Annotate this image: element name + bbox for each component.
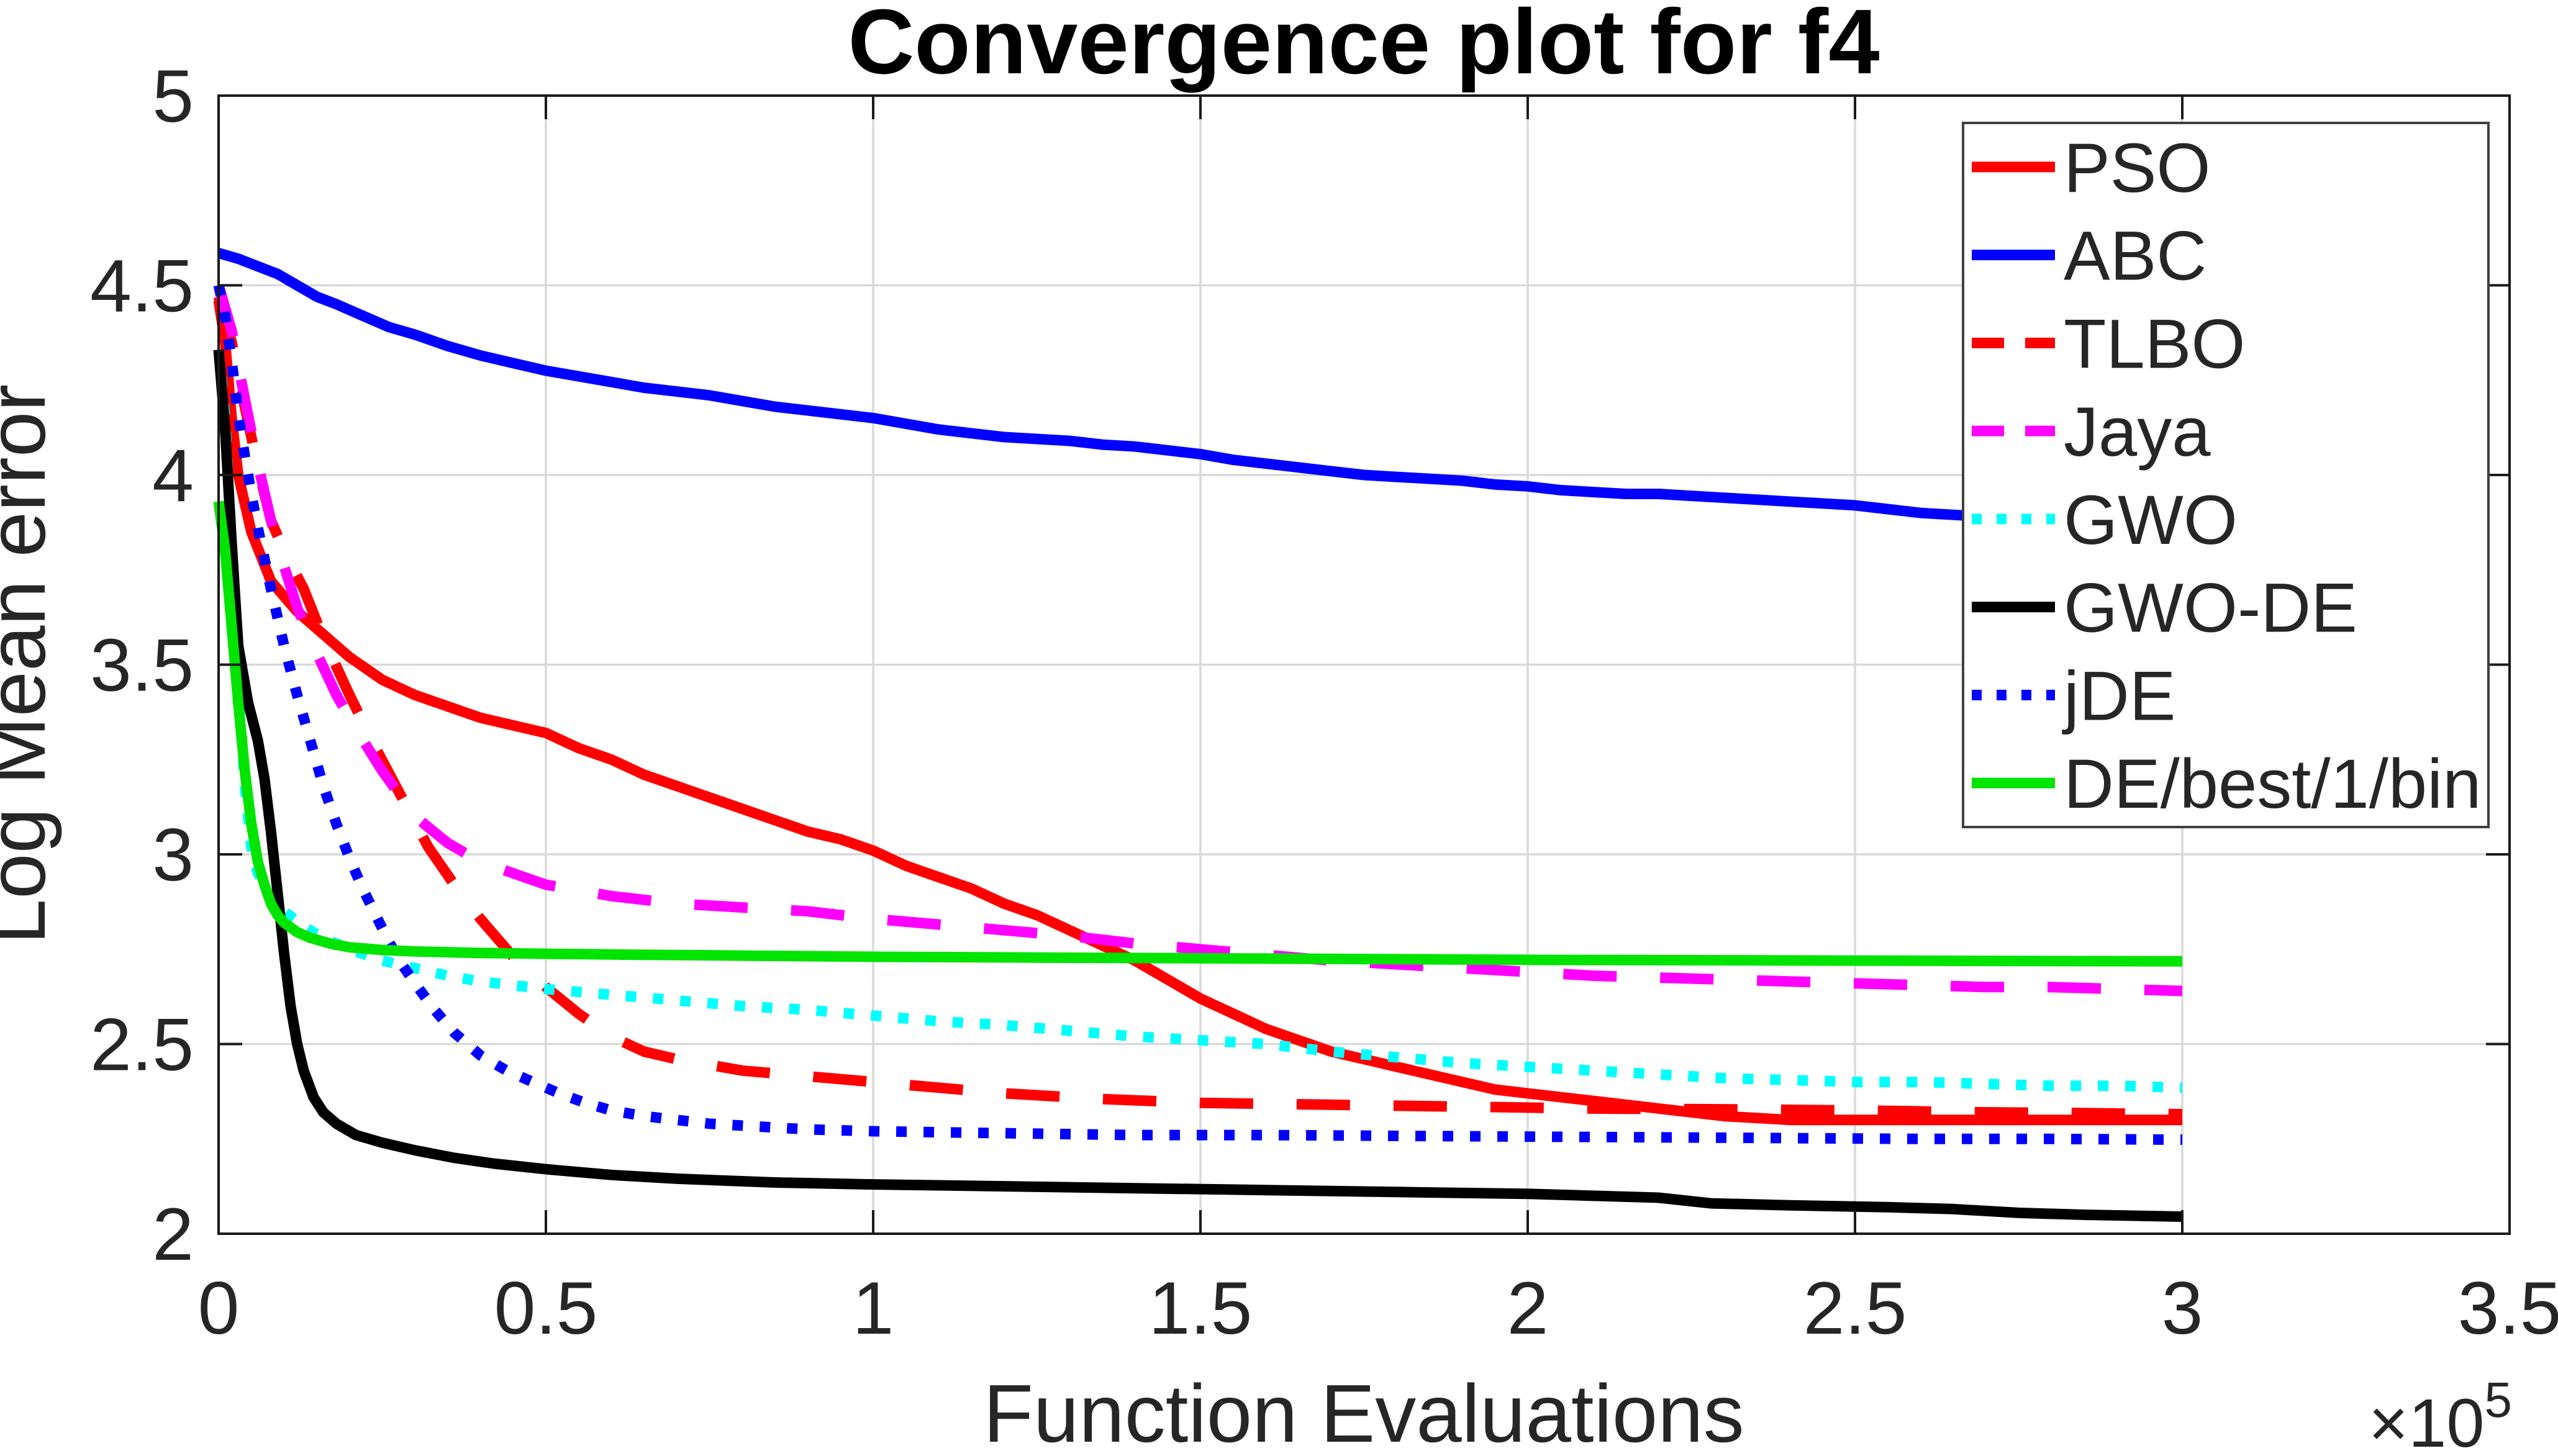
y-tick-label-5: 5	[152, 55, 194, 138]
y-tick-label-3: 3	[152, 813, 194, 897]
x-tick-label-3: 3	[2162, 1267, 2203, 1350]
series-line-pso	[213, 299, 2182, 1126]
series-line-jde	[213, 284, 2183, 1145]
x-tick-label-1.5: 1.5	[1149, 1267, 1253, 1350]
legend-label-de-best-1-bin: DE/best/1/bin	[2064, 745, 2481, 823]
legend-label-gwo: GWO	[2064, 481, 2238, 559]
y-axis-label: Log Mean error	[0, 384, 62, 944]
x-tick-label-0: 0	[198, 1267, 240, 1350]
chart-title: Convergence plot for f4	[848, 0, 1879, 93]
legend-label-pso: PSO	[2064, 129, 2211, 207]
x-tick-label-0.5: 0.5	[494, 1267, 598, 1350]
x-axis-label: Function Evaluations	[983, 1368, 1744, 1456]
legend-box	[1962, 122, 2490, 828]
legend: PSO ABC TLBO Jaya GWO GWO-DE jDE DE/best/1/bin	[1962, 122, 2490, 828]
y-tick-label-4.5: 4.5	[90, 245, 194, 328]
x-axis-exponent: ×105	[2369, 1372, 2512, 1456]
y-tick-label-2: 2	[152, 1193, 194, 1276]
series-line-abc	[217, 248, 2183, 533]
tick-labels: 0 0.5 1 1.5 2 2.5 3 3.5 2 2.5 3 3.5 4 4.5 5	[90, 55, 2558, 1350]
legend-label-gwo-de: GWO-DE	[2064, 569, 2357, 647]
x-tick-label-3.5: 3.5	[2458, 1267, 2558, 1350]
legend-label-jde: jDE	[2062, 657, 2175, 735]
series-line-tlbo	[213, 295, 2183, 1119]
x-tick-label-2.5: 2.5	[1803, 1267, 1907, 1350]
legend-label-tlbo: TLBO	[2064, 305, 2246, 382]
series-line-de-best-1-bin	[213, 500, 2183, 967]
axes-box-and-ticks	[217, 94, 2511, 1235]
x-tick-label-2: 2	[1507, 1267, 1549, 1350]
x-tick-label-1: 1	[853, 1267, 894, 1350]
y-tick-label-3.5: 3.5	[90, 624, 194, 707]
series-lines	[213, 248, 2183, 1222]
y-tick-label-4: 4	[152, 434, 194, 517]
series-line-gwo-de	[213, 349, 2183, 1222]
y-tick-label-2.5: 2.5	[90, 1003, 194, 1087]
legend-label-abc: ABC	[2064, 217, 2207, 295]
legend-label-jaya: Jaya	[2064, 393, 2211, 471]
